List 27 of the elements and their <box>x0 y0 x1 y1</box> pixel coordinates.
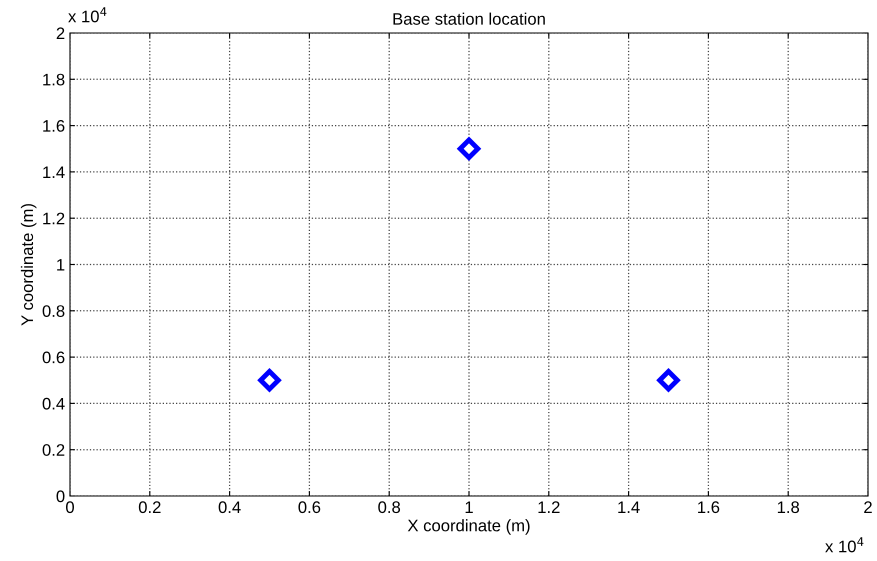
y-tick-label: 1.8 <box>43 74 64 86</box>
x-tick-label: 0 <box>66 501 74 514</box>
x-tick-label: 1.2 <box>538 501 560 513</box>
x-tick-label: 1.6 <box>698 501 720 514</box>
x-tick-label: 0.8 <box>378 501 400 514</box>
chart-title: Base station location <box>393 12 545 25</box>
x-tick-label: 1.4 <box>618 501 640 513</box>
y-tick-label: 1 <box>57 259 64 271</box>
text: x 10$^{4}$ <box>825 537 864 552</box>
x-tick-label: 1.8 <box>778 501 800 514</box>
y-axis-title: Y coordinate (m) <box>20 204 36 326</box>
y-tick-label: 0.2 <box>42 444 64 456</box>
y-tick-label: 2 <box>56 27 64 40</box>
y-tick-label: 1.6 <box>43 120 64 132</box>
x-tick-label: 0.4 <box>218 501 241 514</box>
y-tick-label: 1.4 <box>43 166 65 178</box>
text: x 10$^{4}$ <box>68 7 106 22</box>
y-tick-label: 0.6 <box>42 352 64 364</box>
x-tick-label: 0.2 <box>138 501 161 514</box>
y-tick-label: 0.8 <box>42 305 64 318</box>
x-tick-label: 0.6 <box>298 501 320 514</box>
y-tick-label: 0.4 <box>42 398 65 410</box>
x-axis-title: X coordinate (m) <box>408 519 530 535</box>
y-tick-label: 1.2 <box>43 212 64 224</box>
x-tick-label: 1 <box>466 501 473 513</box>
x-tick-label: 2 <box>864 501 872 513</box>
y-tick-label: 0 <box>56 490 64 502</box>
